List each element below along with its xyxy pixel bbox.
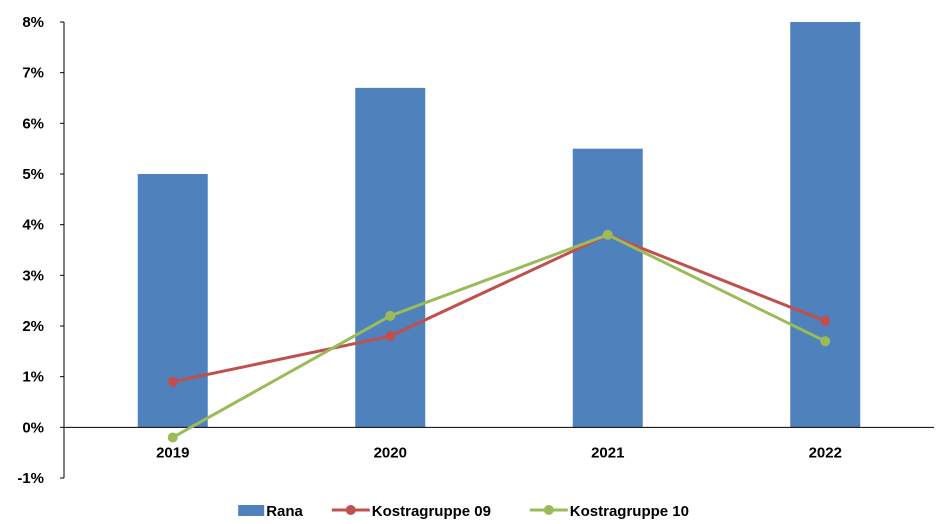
y-tick-label: 3% bbox=[22, 267, 44, 284]
y-tick-label: 2% bbox=[22, 318, 44, 335]
legend-label-kostragruppe-10: Kostragruppe 10 bbox=[570, 503, 689, 520]
y-axis-ticks: 8% 7% 6% 5% 4% 3% 2% 1% 0% -1% bbox=[17, 14, 64, 487]
point-kostragruppe-10 bbox=[820, 336, 831, 347]
point-kostragruppe-09 bbox=[820, 315, 831, 326]
point-kostragruppe-09 bbox=[385, 331, 396, 342]
x-tick-label: 2021 bbox=[591, 444, 624, 461]
bar-rana bbox=[572, 148, 643, 428]
x-tick-label: 2019 bbox=[156, 444, 189, 461]
y-tick-label: 7% bbox=[22, 65, 44, 82]
y-tick-label: 8% bbox=[22, 14, 44, 31]
bar-rana bbox=[355, 87, 426, 428]
point-kostragruppe-10 bbox=[385, 310, 396, 321]
y-tick-label: 6% bbox=[22, 115, 44, 132]
y-tick-label: 1% bbox=[22, 369, 44, 386]
y-tick-label: 5% bbox=[22, 166, 44, 183]
legend-marker-kostragruppe-10 bbox=[543, 505, 554, 515]
x-tick-label: 2020 bbox=[374, 444, 407, 461]
x-axis-labels: 2019 2020 2021 2022 bbox=[156, 444, 842, 461]
legend-label-rana: Rana bbox=[266, 503, 303, 520]
bar-series-group bbox=[137, 22, 861, 428]
legend-marker-kostragruppe-09 bbox=[345, 505, 356, 515]
bar-rana bbox=[137, 174, 208, 428]
y-tick-label: 4% bbox=[22, 217, 44, 234]
legend-label-kostragruppe-09: Kostragruppe 09 bbox=[372, 503, 491, 520]
point-kostragruppe-10 bbox=[167, 432, 178, 443]
y-tick-label: 0% bbox=[22, 419, 44, 436]
legend-swatch-rana bbox=[238, 505, 265, 516]
legend: Rana Kostragruppe 09 Kostragruppe 10 bbox=[238, 503, 689, 520]
point-kostragruppe-09 bbox=[167, 376, 178, 387]
bar-rana bbox=[790, 22, 861, 428]
line-kostragruppe-09 bbox=[172, 233, 826, 384]
line-series-group bbox=[167, 229, 831, 443]
x-tick-label: 2022 bbox=[809, 444, 842, 461]
y-tick-label: -1% bbox=[17, 470, 44, 487]
line-kostragruppe-10 bbox=[172, 233, 826, 439]
point-kostragruppe-10 bbox=[602, 229, 613, 240]
